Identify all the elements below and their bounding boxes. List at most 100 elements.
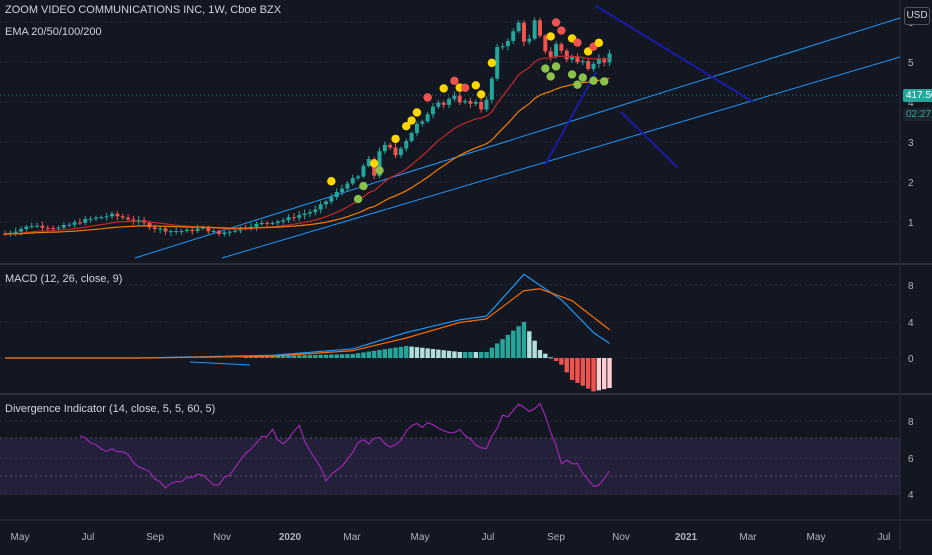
macd-histogram-bar: [452, 351, 457, 358]
candle-body: [275, 221, 280, 224]
candle-body: [591, 63, 596, 69]
macd-histogram-bar: [393, 347, 398, 358]
signal-dot: [412, 108, 422, 117]
candle-body: [361, 166, 366, 177]
macd-histogram-bar: [596, 358, 602, 391]
signal-dot: [551, 18, 561, 27]
candle-body: [463, 101, 468, 103]
signal-dot: [546, 72, 555, 81]
price-tick-label: 1: [908, 218, 914, 229]
candle-body: [77, 222, 82, 224]
candle-body: [217, 230, 221, 234]
macd-histogram-bar: [254, 356, 259, 358]
candles: [3, 17, 612, 237]
candle-body: [13, 231, 18, 233]
x-tick-label: Jul: [878, 532, 891, 543]
candle-body: [607, 53, 612, 63]
macd-tick-label: 4: [908, 318, 914, 329]
signal-dot: [594, 38, 604, 48]
macd-histogram-bar: [313, 354, 318, 358]
macd-histogram-bar: [500, 339, 505, 358]
candle-body: [93, 217, 98, 219]
x-tick-label: May: [11, 532, 30, 543]
signal-dots: [327, 18, 609, 204]
price-tick-label: 5: [908, 58, 914, 69]
macd-histogram-bar: [580, 358, 585, 386]
candle-body: [291, 217, 296, 219]
x-tick-label: 2021: [675, 532, 698, 543]
macd-histogram-bar: [286, 355, 291, 358]
candle-body: [548, 51, 553, 57]
macd-histogram-bar: [511, 330, 516, 358]
candle-body: [489, 78, 494, 100]
macd-histogram-bar: [355, 353, 361, 358]
candle-body: [345, 183, 350, 189]
x-tick-label: May: [807, 532, 826, 543]
candle-body: [51, 228, 56, 230]
signal-dot: [589, 76, 598, 85]
candle-body: [334, 192, 339, 198]
macd-histogram-bar: [468, 351, 473, 358]
currency-button[interactable]: USD: [904, 7, 930, 25]
candle-body: [147, 222, 152, 228]
candle-body: [382, 144, 387, 152]
candle-body: [602, 58, 607, 63]
wedge-left-line: [544, 71, 597, 166]
macd-histogram-bar: [382, 349, 388, 358]
macd-histogram-bar: [537, 349, 543, 358]
macd-histogram-bar: [478, 351, 484, 358]
macd-histogram-bar: [323, 354, 329, 358]
candle-body: [479, 101, 484, 110]
divergence-label: Divergence Indicator (14, close, 5, 5, 6…: [5, 403, 216, 415]
div-tick-label: 8: [908, 417, 914, 428]
candle-body: [420, 121, 425, 124]
x-tick-label: Nov: [213, 532, 231, 543]
macd-histogram-bar: [270, 355, 275, 358]
countdown-badge: 02:27:: [903, 108, 932, 121]
macd-histogram-bar: [248, 356, 254, 358]
x-tick-label: 2020: [279, 532, 302, 543]
macd-histogram-bar: [505, 334, 511, 358]
candle-body: [302, 213, 307, 216]
candle-body: [329, 197, 334, 202]
signal-dot: [573, 38, 582, 47]
candle-body: [19, 228, 24, 232]
signal-dot: [600, 77, 609, 86]
macd-histogram-bar: [307, 355, 313, 358]
signal-dot: [541, 64, 550, 73]
macd-histogram-bar: [495, 343, 500, 358]
macd-histogram-bar: [339, 354, 345, 358]
macd-tick-label: 8: [908, 281, 914, 292]
signal-dot: [573, 80, 582, 89]
candle-body: [457, 95, 462, 103]
macd-histogram-bar: [243, 356, 248, 358]
macd-histogram-bar: [553, 358, 559, 362]
ema-lines: [4, 55, 610, 235]
chart-title: ZOOM VIDEO COMMUNICATIONS INC, 1W, Cboe …: [5, 4, 282, 16]
signal-dot: [353, 194, 363, 204]
candle-body: [136, 220, 141, 222]
candle-body: [559, 44, 564, 51]
candle-body: [554, 44, 559, 57]
candle-body: [521, 22, 526, 42]
candle-body: [404, 140, 409, 149]
macd-histogram-bar: [473, 351, 478, 358]
macd-label: MACD (12, 26, close, 9): [5, 273, 123, 285]
candle-body: [99, 217, 104, 219]
macd-histogram-bar: [425, 348, 430, 358]
price-tick-label: 3: [908, 138, 914, 149]
candle-body: [61, 225, 66, 228]
macd-histogram-bar: [409, 346, 414, 358]
candle-body: [500, 46, 505, 48]
candle-body: [179, 231, 184, 233]
candle-body: [366, 158, 371, 167]
x-tick-label: Mar: [739, 532, 757, 543]
macd-histogram-bar: [345, 354, 350, 358]
candle-body: [29, 226, 34, 228]
macd-histogram-bar: [569, 358, 575, 381]
candle-body: [104, 216, 109, 218]
x-tick-label: May: [411, 532, 430, 543]
x-tick-label: Sep: [146, 532, 164, 543]
